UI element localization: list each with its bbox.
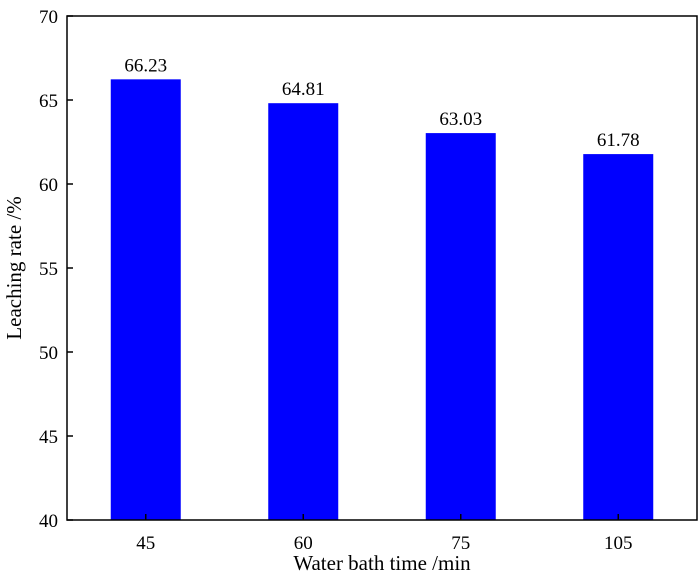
data-labels-group: 66.23 64.81 63.03 61.78	[124, 55, 639, 151]
data-label: 63.03	[439, 109, 482, 130]
bars-group	[110, 79, 654, 520]
data-label: 61.78	[597, 130, 640, 151]
y-tick-label: 40	[39, 511, 58, 532]
bar	[268, 103, 339, 520]
data-label: 64.81	[282, 79, 325, 100]
x-tick-label: 105	[604, 533, 633, 554]
data-label: 66.23	[124, 55, 167, 76]
x-tick-label: 45	[136, 533, 155, 554]
y-axis-title: Leaching rate /%	[2, 196, 26, 339]
bar	[110, 79, 181, 520]
y-axis: 40 45 50 55 60 65 70	[39, 7, 73, 532]
y-tick-label: 45	[39, 427, 58, 448]
y-tick-label: 50	[39, 343, 58, 364]
x-axis: 45 60 75 105	[136, 514, 633, 554]
x-axis-title: Water bath time /min	[293, 551, 471, 575]
bar	[425, 133, 496, 520]
x-tick-label: 60	[294, 533, 313, 554]
bar	[583, 154, 654, 520]
y-tick-label: 65	[39, 91, 58, 112]
y-tick-label: 70	[39, 7, 58, 28]
y-tick-label: 60	[39, 175, 58, 196]
y-tick-label: 55	[39, 259, 58, 280]
x-tick-label: 75	[451, 533, 470, 554]
